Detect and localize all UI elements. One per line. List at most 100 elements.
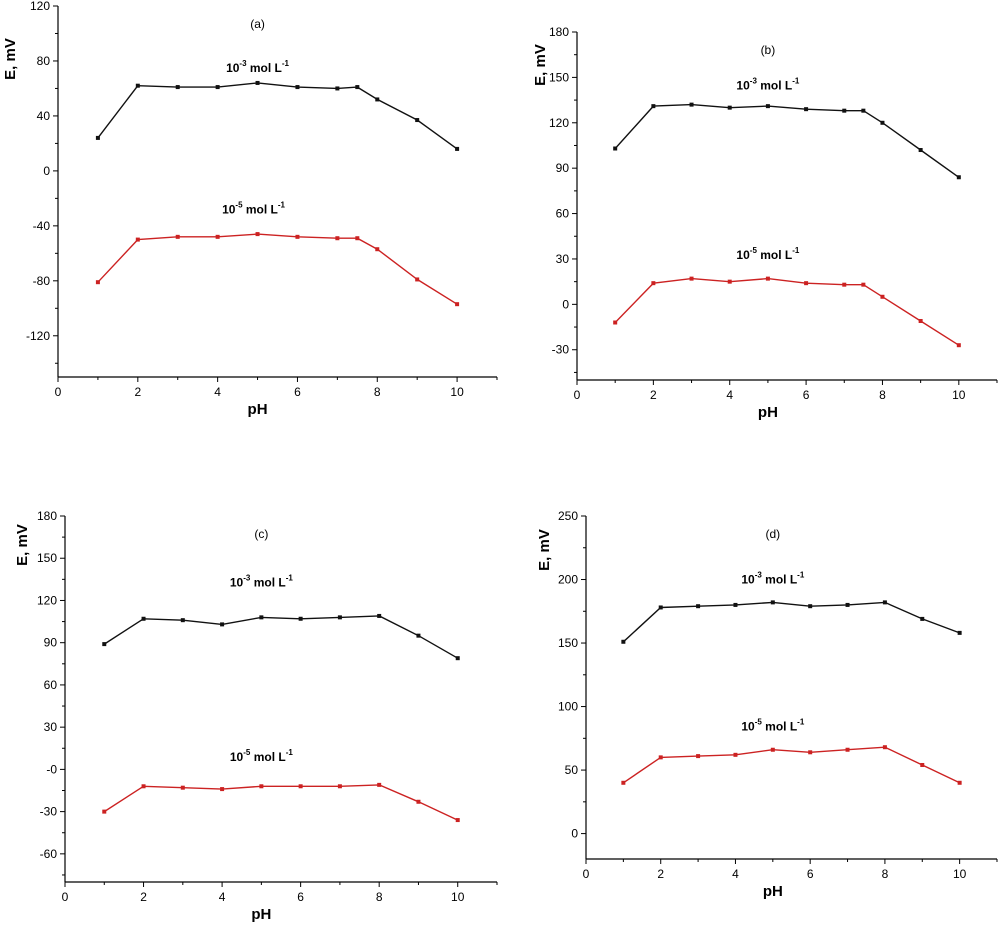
x-axis-title: pH [758, 404, 778, 421]
y-tick-label: -80 [33, 274, 51, 288]
data-point [696, 754, 701, 759]
data-point [861, 108, 866, 113]
series-label-exponent: -5 [243, 748, 251, 757]
data-point [220, 622, 225, 627]
data-point [696, 604, 701, 609]
y-axis-title: E, mV [532, 44, 549, 86]
y-tick-label: -30 [40, 805, 58, 819]
x-axis-title: pH [763, 883, 783, 900]
data-point [689, 102, 694, 107]
panel-label: (d) [765, 527, 780, 541]
y-tick-label: 30 [556, 252, 570, 266]
data-point [621, 639, 626, 644]
data-point [255, 232, 260, 237]
data-point [733, 752, 738, 757]
data-point [845, 747, 850, 752]
data-point [689, 276, 694, 281]
series-label-unit-exponent: -1 [797, 570, 805, 579]
series-label-unit: mol L [250, 750, 285, 764]
y-tick-label: 90 [44, 636, 58, 650]
data-point [920, 762, 925, 767]
data-point [880, 294, 885, 299]
data-point [255, 80, 260, 85]
data-point [651, 281, 656, 286]
y-tick-label: 50 [565, 763, 579, 777]
data-point [920, 616, 925, 621]
series-line [103, 784, 458, 821]
y-axis-title: E, mV [536, 529, 553, 571]
data-point [658, 755, 663, 760]
data-point [135, 83, 140, 88]
data-point [180, 785, 185, 790]
data-point [956, 175, 961, 180]
x-tick-label: 0 [583, 867, 590, 881]
y-tick-label: 150 [558, 636, 578, 650]
data-point [956, 343, 961, 348]
x-tick-label: 10 [450, 385, 464, 399]
data-point [135, 237, 140, 242]
data-point [621, 780, 626, 785]
x-tick-label: 6 [803, 388, 810, 402]
series-line [622, 601, 960, 643]
data-point [259, 784, 264, 789]
data-point [141, 784, 146, 789]
data-point [102, 809, 107, 814]
data-point [727, 279, 732, 284]
series-label: 10-5 mol L-1 [222, 200, 285, 216]
x-tick-label: 4 [214, 385, 221, 399]
series-label: 10-5 mol L-1 [736, 246, 799, 262]
data-point [765, 104, 770, 109]
series-line [614, 277, 960, 346]
data-point [355, 85, 360, 90]
data-point [259, 615, 264, 620]
series-label-unit: mol L [243, 202, 278, 216]
data-point [882, 745, 887, 750]
data-point [337, 615, 342, 620]
data-point [215, 85, 220, 90]
series-label-base: 10 [736, 78, 750, 92]
data-point [141, 616, 146, 621]
data-point [455, 302, 460, 307]
data-point [95, 135, 100, 140]
y-tick-label: 90 [556, 161, 570, 175]
y-tick-label: 30 [44, 720, 58, 734]
x-tick-label: 6 [807, 867, 814, 881]
series-label: 10-3 mol L-1 [736, 76, 799, 92]
x-tick-label: 4 [726, 388, 733, 402]
y-tick-label: 0 [562, 297, 569, 311]
y-tick-label: 120 [30, 0, 50, 13]
y-tick-label: 80 [37, 54, 51, 68]
y-tick-label: 60 [44, 678, 58, 692]
y-tick-label: 120 [37, 593, 57, 607]
x-tick-label: 2 [657, 867, 664, 881]
series-label-exponent: -3 [750, 76, 758, 85]
series-label-unit-exponent: -1 [286, 748, 294, 757]
data-point [175, 234, 180, 239]
data-point [415, 118, 420, 123]
series-label-base: 10 [741, 572, 755, 586]
series-label-unit-exponent: -1 [282, 59, 290, 68]
x-axis-title: pH [251, 906, 271, 923]
series-label-base: 10 [230, 575, 244, 589]
x-tick-label: 8 [882, 867, 889, 881]
data-point [377, 613, 382, 618]
chart-panel-b: -30 0 30 60 90 120 150 180 0 2 4 6 8 10 pH E, mV (b) 10-3… [500, 0, 1000, 464]
data-point [808, 750, 813, 755]
series-label-base: 10 [230, 750, 244, 764]
series-line [614, 103, 960, 178]
data-point [337, 784, 342, 789]
chart-svg-c: -60 -30 -0 30 60 90 120 150 180 0 2 4 6 8 10 pH E, mV (c)… [14, 509, 498, 923]
series-label: 10-5 mol L-1 [230, 748, 293, 764]
data-point [375, 97, 380, 102]
data-point [455, 656, 460, 661]
series-line [97, 82, 458, 150]
data-point [180, 618, 185, 623]
data-point [355, 236, 360, 241]
data-point [861, 282, 866, 287]
series-label-unit: mol L [757, 78, 792, 92]
series-label-exponent: -5 [750, 246, 758, 255]
data-point [175, 85, 180, 90]
y-tick-label: 120 [549, 116, 569, 130]
